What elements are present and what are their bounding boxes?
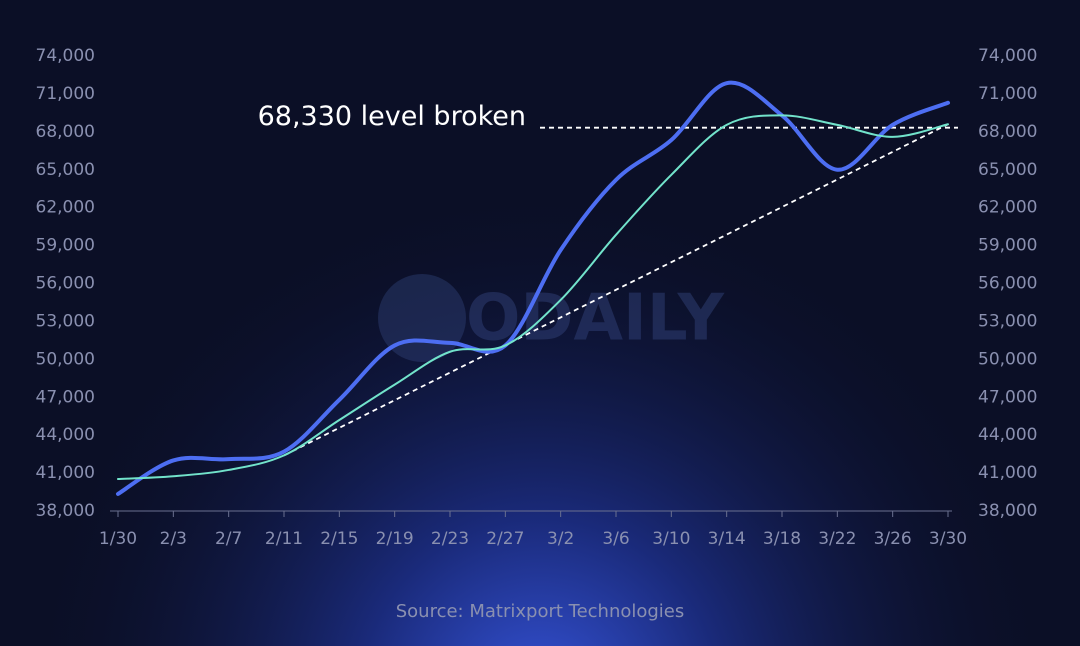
x-tick-label: 3/30 [929, 529, 967, 549]
x-tick-label: 3/10 [652, 529, 690, 549]
x-tick-label: 2/11 [265, 529, 303, 549]
x-tick-label: 1/30 [99, 529, 137, 549]
y-tick-label: 71,000 [36, 84, 95, 104]
x-tick-label: 3/26 [874, 529, 912, 549]
x-tick-label: 3/18 [763, 529, 801, 549]
y2-tick-label: 59,000 [978, 236, 1037, 256]
y-tick-label: 65,000 [36, 160, 95, 180]
x-tick-label: 2/27 [486, 529, 524, 549]
y-tick-label: 56,000 [36, 274, 95, 294]
y2-tick-label: 41,000 [978, 463, 1037, 483]
y-tick-label: 53,000 [36, 311, 95, 331]
y-tick-label: 44,000 [36, 425, 95, 445]
y2-tick-label: 68,000 [978, 122, 1037, 142]
x-tick-label: 2/23 [431, 529, 469, 549]
y-tick-label: 41,000 [36, 463, 95, 483]
annotation: 68,330 level broken [258, 101, 526, 132]
y-tick-label: 38,000 [36, 501, 95, 521]
y2-tick-label: 74,000 [978, 46, 1037, 66]
y2-tick-label: 47,000 [978, 387, 1037, 407]
x-tick-label: 2/7 [215, 529, 242, 549]
y-tick-label: 47,000 [36, 387, 95, 407]
y-tick-label: 62,000 [36, 198, 95, 218]
x-tick-label: 3/14 [708, 529, 746, 549]
x-tick-label: 3/2 [547, 529, 574, 549]
series-line [117, 114, 949, 481]
y2-tick-label: 65,000 [978, 160, 1037, 180]
y-tick-label: 68,000 [36, 122, 95, 142]
y2-tick-label: 38,000 [978, 501, 1037, 521]
y2-tick-label: 44,000 [978, 425, 1037, 445]
trendline [283, 123, 949, 457]
y-tick-label: 59,000 [36, 236, 95, 256]
series-line [116, 80, 950, 496]
x-tick-label: 2/19 [376, 529, 414, 549]
y2-tick-label: 62,000 [978, 198, 1037, 218]
watermark-logo [378, 274, 466, 362]
x-tick-label: 2/15 [320, 529, 358, 549]
x-tick-label: 3/22 [818, 529, 856, 549]
y-tick-label: 50,000 [36, 349, 95, 369]
y2-tick-label: 56,000 [978, 274, 1037, 294]
y-tick-label: 74,000 [36, 46, 95, 66]
y2-tick-label: 50,000 [978, 349, 1037, 369]
y2-tick-label: 71,000 [978, 84, 1037, 104]
x-tick-label: 3/6 [602, 529, 629, 549]
x-tick-label: 2/3 [160, 529, 187, 549]
y2-tick-label: 53,000 [978, 311, 1037, 331]
source: Source: Matrixport Technologies [396, 601, 685, 622]
